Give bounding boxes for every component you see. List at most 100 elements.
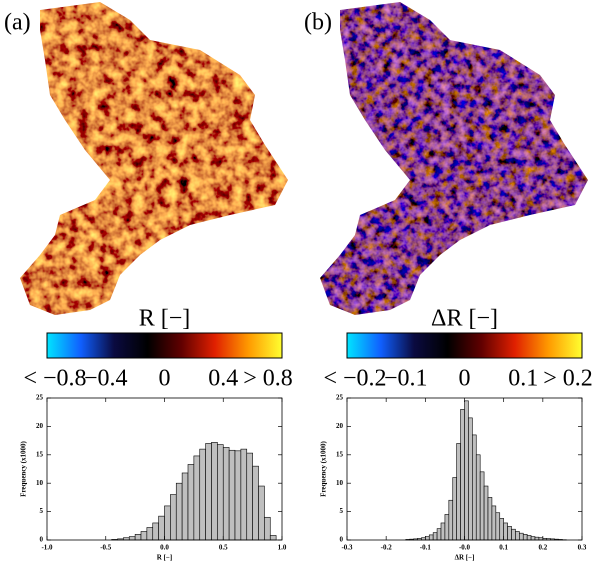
x-tick-label: 1.0 <box>278 544 287 552</box>
y-tick-label: 0 <box>40 536 44 544</box>
colorbar-tick-label: 0.4 <box>208 366 238 392</box>
histogram-bar <box>164 505 171 541</box>
colorbar-tick-label: −0.1 <box>384 366 428 392</box>
histogram-bar <box>428 534 434 541</box>
histogram-bar <box>534 536 540 541</box>
histogram-bar <box>205 443 212 541</box>
x-tick-label: 0.1 <box>499 544 508 552</box>
histogram-bar <box>264 516 271 541</box>
histogram-bar <box>158 515 165 541</box>
x-tick-label: 0.0 <box>160 544 169 552</box>
x-axis-label: ΔR [−] <box>455 554 475 562</box>
histogram-bar <box>483 485 489 541</box>
histogram-bar <box>448 499 454 541</box>
histogram-bar <box>193 455 201 541</box>
histogram-bar <box>530 536 536 541</box>
histogram-bar <box>217 444 224 541</box>
histogram-bar <box>240 448 248 541</box>
histogram-bar <box>452 477 457 541</box>
histogram-bar <box>487 497 493 541</box>
colorbar-tick-label: 0.1 <box>508 366 538 392</box>
histogram-bar <box>234 450 242 541</box>
histogram-bar <box>460 409 465 541</box>
y-tick-label: 10 <box>336 479 344 487</box>
histogram-bar <box>491 505 497 541</box>
histogram-bar <box>499 518 504 541</box>
histogram-bar <box>140 531 148 541</box>
histogram-bar <box>187 464 195 541</box>
colorbar-tick-label: < −0.2 <box>323 366 386 392</box>
histogram-bar <box>464 400 469 541</box>
histogram-bar <box>146 527 154 541</box>
y-tick-label: 5 <box>40 507 44 515</box>
y-tick-label: 25 <box>336 394 344 402</box>
histogram-bar <box>526 535 532 541</box>
x-tick-label: 0.3 <box>578 544 587 552</box>
histogram-bar <box>432 532 438 541</box>
histogram-bar <box>181 472 189 541</box>
y-tick-label: 10 <box>36 479 44 487</box>
histogram-bar <box>519 532 524 541</box>
x-tick-label: -1.0 <box>41 544 53 552</box>
colorbar <box>346 332 583 359</box>
panel-label: (b) <box>304 10 332 36</box>
y-tick-label: 0 <box>340 536 344 544</box>
colorbar-title: ΔR [−] <box>431 306 498 332</box>
x-tick-label: -0.5 <box>100 544 112 552</box>
y-tick-label: 15 <box>36 450 44 458</box>
histogram-bar <box>440 522 446 541</box>
histogram-bar <box>472 434 477 541</box>
histogram-bar <box>228 449 236 541</box>
colorbar-tick-label: 0 <box>459 366 471 392</box>
y-axis-label: Frequency (x1000) <box>20 440 28 496</box>
y-tick-label: 20 <box>36 422 44 430</box>
histogram-bar <box>522 534 528 541</box>
histogram-bar <box>511 528 516 541</box>
histogram-bar <box>503 522 508 541</box>
histogram-bar <box>152 522 159 541</box>
panel-label: (a) <box>4 10 31 36</box>
colorbar-tick-label: −0.4 <box>84 366 128 392</box>
colorbar <box>46 332 283 359</box>
histogram-bar <box>507 526 512 541</box>
y-tick-label: 5 <box>340 507 344 515</box>
map-a <box>20 2 288 315</box>
colorbar-tick-label: < −0.8 <box>23 366 86 392</box>
x-tick-label: -0.2 <box>381 544 393 552</box>
histogram-bar <box>456 443 461 541</box>
histogram-bar <box>134 534 142 541</box>
histogram-bar <box>199 448 206 541</box>
histogram-bar <box>252 465 259 541</box>
histogram-bar <box>211 442 218 541</box>
y-tick-label: 25 <box>36 394 44 402</box>
histogram-bar <box>170 494 177 541</box>
map-b <box>320 2 588 315</box>
histogram-bar <box>128 536 136 541</box>
x-tick-label: 0.2 <box>538 544 547 552</box>
histogram-bar <box>222 447 230 541</box>
x-tick-label: 0.5 <box>219 544 228 552</box>
colorbar-title: R [−] <box>139 306 191 332</box>
x-tick-label: -0.1 <box>420 544 432 552</box>
histogram-bar <box>475 454 481 541</box>
histogram-bar <box>425 536 430 541</box>
y-axis-label: Frequency (x1000) <box>320 440 328 496</box>
x-axis-label: R [−] <box>157 554 172 562</box>
histogram-bar <box>246 452 253 541</box>
histogram-bar <box>479 471 485 541</box>
histogram-bar <box>175 482 183 541</box>
histogram-bar <box>495 512 501 541</box>
colorbar-tick-label: > 0.2 <box>543 366 593 392</box>
y-tick-label: 20 <box>336 422 344 430</box>
histogram-bar <box>515 531 520 541</box>
x-tick-label: -0.0 <box>459 544 471 552</box>
colorbar-tick-label: 0 <box>159 366 171 392</box>
histogram-bar <box>258 485 265 541</box>
x-tick-label: -0.3 <box>341 544 353 552</box>
y-tick-label: 15 <box>336 450 344 458</box>
colorbar-tick-label: > 0.8 <box>243 366 293 392</box>
histogram-bar <box>269 535 277 541</box>
histogram-bar <box>436 528 442 541</box>
